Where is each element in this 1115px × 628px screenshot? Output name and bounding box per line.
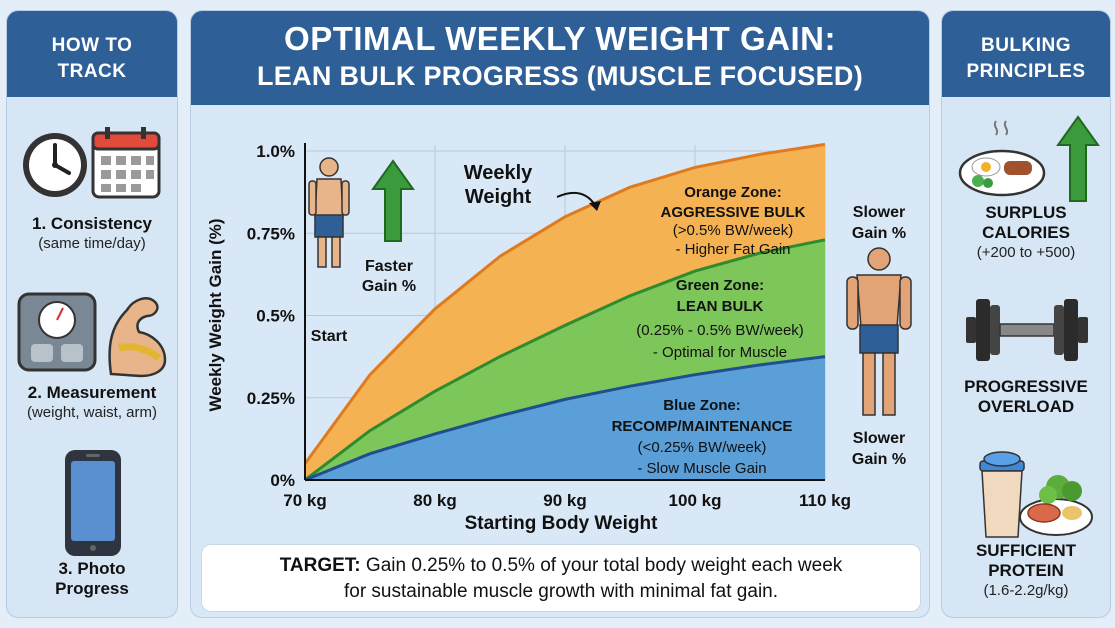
- y-tick-label-1: 0.25%: [247, 389, 295, 408]
- muscular-figure-icon: [846, 247, 912, 416]
- bulking-principles-header: BULKING PRINCIPLES: [942, 11, 1110, 97]
- x-tick-label-1: 80 kg: [413, 491, 456, 510]
- faster-gain-label-line1: Faster: [365, 258, 413, 275]
- orange-zone-line: [303, 142, 826, 465]
- x-tick-label-0: 70 kg: [283, 491, 326, 510]
- blue-zone-note: - Slow Muscle Gain: [637, 460, 766, 477]
- how-to-track-title-line1: HOW TO: [51, 35, 133, 56]
- bulking-principles-title-line2: PRINCIPLES: [966, 61, 1086, 82]
- scale-icon: [17, 292, 97, 372]
- slower-gain-top-line2: Gain %: [852, 225, 906, 242]
- orange-zone-note: - Higher Fat Gain: [675, 241, 790, 258]
- x-tick-label-4: 110 kg: [799, 491, 851, 510]
- calendar-icon: [91, 127, 161, 199]
- page-title: OPTIMAL WEEKLY WEIGHT GAIN:: [284, 20, 836, 57]
- smartphone-icon: [65, 450, 121, 556]
- protein-shake-icon: [979, 451, 1025, 538]
- weekly-weight-pointer-head: [589, 201, 601, 211]
- orange-zone-name: AGGRESSIVE BULK: [660, 204, 805, 221]
- dumbbell-icon: [966, 299, 1088, 361]
- y-axis-label: Weekly Weight Gain (%): [206, 218, 225, 411]
- main-chart-panel: OPTIMAL WEEKLY WEIGHT GAIN: LEAN BULK PR…: [190, 10, 930, 618]
- x-axis-label: Starting Body Weight: [465, 513, 658, 534]
- green-zone-range: (0.25% - 0.5% BW/week): [636, 322, 804, 339]
- weekly-weight-pointer: [556, 191, 596, 206]
- orange-zone-range: (>0.5% BW/week): [673, 222, 793, 239]
- weekly-weight-label-line1: Weekly: [464, 162, 533, 184]
- bulking-principles-panel: BULKING PRINCIPLES SURPLUS CALORIES (+20…: [941, 10, 1111, 618]
- how-to-track-panel: HOW TO TRACK 1. Consistency (same time/d…: [6, 10, 178, 618]
- y-tick-label-3: 0.75%: [247, 224, 295, 243]
- how-to-track-header: HOW TO TRACK: [7, 11, 177, 97]
- faster-gain-arrow-icon: [371, 159, 415, 242]
- green-zone-name: LEAN BULK: [677, 298, 764, 315]
- slower-gain-bottom-line2: Gain %: [852, 451, 906, 468]
- protein-icons: [979, 451, 1093, 538]
- chart-ticks: 70 kg 80 kg 90 kg 100 kg 110 kg 0% 0.25% 0.5% 0.…: [247, 142, 851, 510]
- how-to-track-title-line2: TRACK: [57, 61, 127, 82]
- consistency-label: 1. Consistency (same time/day): [32, 214, 152, 252]
- clock-icon: [23, 133, 87, 197]
- photo-progress-label: 3. Photo Progress: [55, 559, 129, 598]
- up-arrow-icon: [1056, 115, 1100, 202]
- weekly-weight-label-line2: Weight: [465, 186, 532, 208]
- surplus-calories-label: SURPLUS CALORIES (+200 to +500): [976, 203, 1076, 261]
- green-zone-note: - Optimal for Muscle: [653, 344, 787, 361]
- orange-zone-title: Orange Zone:: [684, 184, 782, 201]
- sufficient-protein-label: SUFFICIENT PROTEIN (1.6-2.2g/kg): [975, 541, 1077, 599]
- start-label: Start: [311, 328, 348, 345]
- faster-gain-label-line2: Gain %: [362, 278, 416, 295]
- meal-icon: [1019, 475, 1093, 536]
- x-tick-label-3: 100 kg: [669, 491, 722, 510]
- progressive-overload-label: PROGRESSIVE OVERLOAD: [964, 377, 1088, 416]
- food-plate-icon: [958, 120, 1046, 197]
- bulking-principles-title-line1: BULKING: [980, 35, 1072, 56]
- y-tick-label-4: 1.0%: [256, 142, 295, 161]
- target-text-line2: for sustainable muscle growth with minim…: [343, 581, 779, 602]
- chart-axes: [304, 143, 825, 481]
- measurement-icons: [17, 292, 167, 378]
- y-tick-label-0: 0%: [270, 471, 295, 490]
- surplus-calories-icons: [958, 115, 1100, 202]
- blue-zone-line: [304, 355, 826, 482]
- measurement-label: 2. Measurement (weight, waist, arm): [26, 383, 158, 421]
- slower-gain-bottom-line1: Slower: [853, 430, 905, 447]
- blue-zone-name: RECOMP/MAINTENANCE: [612, 418, 793, 435]
- blue-zone-area: [305, 356, 825, 480]
- target-text-line1: Gain 0.25% to 0.5% of your total body we…: [360, 555, 843, 576]
- x-tick-label-2: 90 kg: [543, 491, 586, 510]
- green-zone-line: [304, 238, 826, 482]
- target-label: TARGET:: [279, 555, 361, 576]
- page-subtitle: LEAN BULK PROGRESS (MUSCLE FOCUSED): [256, 61, 864, 91]
- consistency-icons: [23, 127, 161, 199]
- green-zone-title: Green Zone:: [676, 277, 764, 294]
- slower-gain-top-line1: Slower: [853, 204, 905, 221]
- blue-zone-range: (<0.25% BW/week): [638, 439, 767, 456]
- start-figure-icon: [308, 157, 350, 268]
- weight-gain-chart: 70 kg 80 kg 90 kg 100 kg 110 kg 0% 0.25% 0.5% 0.…: [191, 105, 929, 543]
- title-bar: OPTIMAL WEEKLY WEIGHT GAIN: LEAN BULK PR…: [191, 11, 929, 105]
- y-tick-label-2: 0.5%: [256, 307, 295, 326]
- flexed-arm-icon: [108, 297, 167, 378]
- blue-zone-title: Blue Zone:: [663, 397, 741, 414]
- target-callout: TARGET: Gain 0.25% to 0.5% of your total…: [201, 544, 921, 612]
